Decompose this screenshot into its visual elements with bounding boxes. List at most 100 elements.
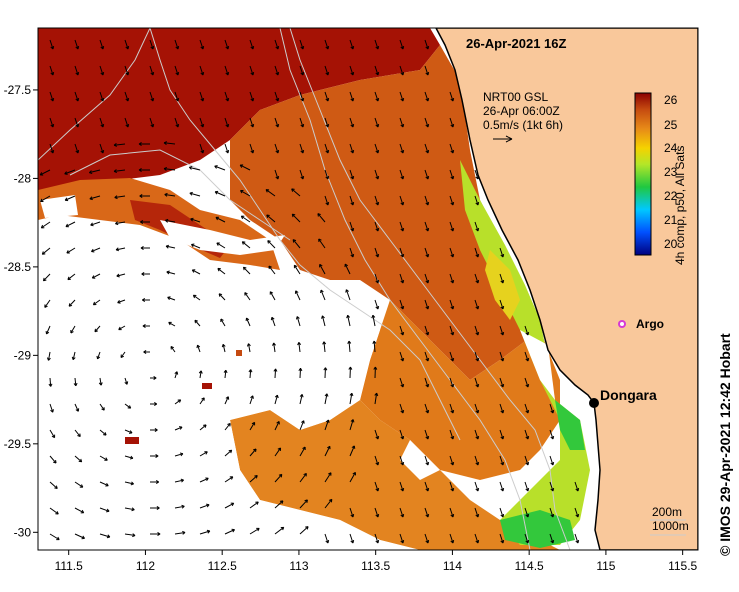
current-vector bbox=[224, 65, 229, 76]
current-vector bbox=[194, 319, 201, 327]
current-vector-head bbox=[55, 511, 59, 515]
current-vector bbox=[324, 472, 332, 483]
current-vector bbox=[214, 191, 226, 197]
current-vector bbox=[49, 455, 57, 464]
current-vector-head bbox=[182, 530, 186, 535]
current-vector bbox=[99, 481, 109, 487]
current-vector-head bbox=[105, 482, 109, 487]
current-vector-head bbox=[215, 216, 219, 221]
current-vector bbox=[240, 190, 251, 197]
current-vector-head bbox=[550, 539, 555, 544]
current-vector bbox=[99, 377, 102, 386]
current-vector-head bbox=[200, 149, 205, 154]
current-vector bbox=[49, 117, 54, 128]
current-vector-head bbox=[475, 201, 480, 206]
current-vector-head bbox=[201, 397, 205, 401]
current-vector-head bbox=[214, 165, 218, 169]
current-vector-head bbox=[450, 435, 455, 440]
current-vector bbox=[64, 195, 76, 201]
current-vector-head bbox=[75, 71, 80, 76]
current-vector-head bbox=[230, 502, 235, 507]
current-vector bbox=[70, 325, 76, 334]
current-vector-head bbox=[268, 265, 272, 270]
current-vector bbox=[99, 455, 108, 461]
current-vector bbox=[268, 265, 276, 275]
current-vector-head bbox=[525, 383, 530, 388]
current-vector-head bbox=[525, 409, 530, 414]
current-vector-head bbox=[344, 263, 349, 268]
current-vector bbox=[274, 368, 277, 379]
current-vector-head bbox=[450, 175, 455, 180]
current-vector-head bbox=[120, 354, 124, 358]
x-tick-label: 114.5 bbox=[515, 559, 544, 573]
current-vector-head bbox=[115, 221, 119, 226]
current-vector bbox=[324, 65, 329, 76]
current-vector-head bbox=[125, 97, 130, 102]
sst-yellow-patch bbox=[485, 250, 520, 320]
current-vector-head bbox=[328, 498, 333, 503]
current-vector-head bbox=[450, 149, 455, 154]
current-vector bbox=[372, 315, 376, 327]
current-vector-head bbox=[500, 435, 505, 440]
current-vector-head bbox=[400, 227, 405, 232]
current-vector-head bbox=[75, 149, 80, 154]
current-vector-head bbox=[325, 149, 330, 154]
current-vector-head bbox=[550, 409, 555, 414]
current-vector-head bbox=[325, 71, 330, 76]
current-vector bbox=[399, 351, 404, 362]
current-vector bbox=[99, 39, 104, 50]
current-vector-head bbox=[350, 123, 355, 128]
current-vector bbox=[320, 289, 326, 301]
current-vector bbox=[99, 65, 104, 76]
sst-cold-coastal-2 bbox=[500, 510, 575, 548]
current-vector-head bbox=[200, 123, 205, 128]
current-vector-head bbox=[575, 513, 580, 518]
current-vector bbox=[324, 169, 329, 180]
current-vector-head bbox=[575, 487, 580, 492]
current-vector-head bbox=[291, 213, 296, 218]
current-vector-head bbox=[200, 71, 205, 76]
current-vector-head bbox=[204, 451, 208, 455]
current-vector-head bbox=[225, 123, 230, 128]
current-vector bbox=[215, 216, 226, 223]
current-vector bbox=[249, 369, 252, 379]
current-vector bbox=[449, 247, 454, 258]
current-vector-head bbox=[450, 409, 455, 414]
current-vector bbox=[374, 393, 378, 405]
cloud-gap-central bbox=[160, 220, 285, 255]
current-vector bbox=[299, 65, 304, 76]
current-vector bbox=[265, 189, 276, 197]
current-vector-head bbox=[250, 71, 255, 76]
current-vector bbox=[374, 429, 379, 440]
current-vector bbox=[174, 531, 186, 535]
current-vector bbox=[41, 247, 51, 255]
current-vector-head bbox=[100, 45, 105, 50]
current-vector bbox=[499, 533, 504, 544]
current-vector-head bbox=[189, 191, 193, 196]
current-vector-head bbox=[425, 435, 430, 440]
current-vector-head bbox=[143, 350, 147, 354]
current-vector-head bbox=[217, 267, 221, 272]
current-vector bbox=[399, 273, 404, 284]
current-vector bbox=[524, 377, 529, 388]
current-vector bbox=[199, 504, 210, 509]
current-vector bbox=[65, 221, 76, 228]
current-vector bbox=[199, 424, 207, 431]
current-vector-head bbox=[400, 279, 405, 284]
current-vector-head bbox=[575, 539, 580, 544]
current-vector bbox=[249, 143, 254, 154]
current-vector-head bbox=[228, 449, 233, 454]
current-vector-head bbox=[500, 409, 505, 414]
current-vector bbox=[271, 317, 276, 327]
current-vector bbox=[224, 143, 229, 154]
sst-pixel bbox=[125, 437, 139, 444]
current-vector-head bbox=[318, 238, 322, 243]
current-vector bbox=[374, 195, 379, 206]
current-vector-head bbox=[140, 246, 144, 250]
current-vector bbox=[524, 351, 529, 362]
current-vector bbox=[164, 168, 176, 171]
current-vector-head bbox=[350, 97, 355, 102]
current-vector bbox=[499, 455, 504, 466]
current-vector bbox=[49, 377, 52, 387]
current-vector-head bbox=[64, 171, 68, 175]
